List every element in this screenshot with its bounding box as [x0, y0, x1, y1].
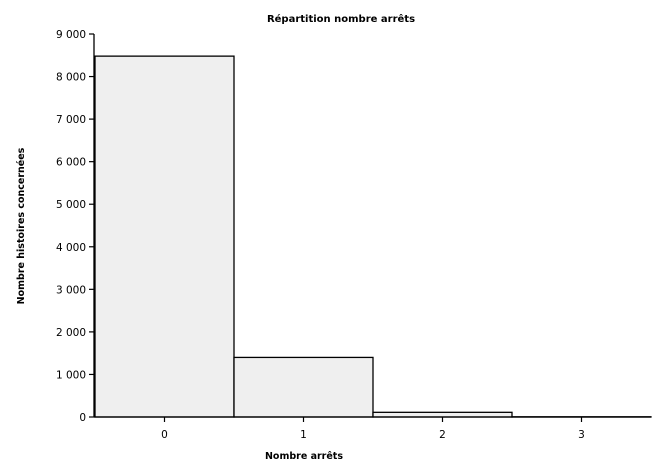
bar-0	[95, 56, 234, 417]
x-tick-label: 1	[300, 429, 307, 441]
x-axis-label: Nombre arrêts	[265, 451, 343, 461]
x-axis-ticks: 0 1 2 3	[161, 417, 585, 441]
y-tick-label: 5 000	[56, 199, 86, 211]
y-tick-label: 7 000	[56, 114, 86, 126]
y-tick-label: 9 000	[56, 29, 86, 41]
y-tick-label: 4 000	[56, 242, 86, 254]
bar-2	[373, 412, 512, 417]
x-tick-label: 3	[578, 429, 585, 441]
x-tick-label: 0	[161, 429, 168, 441]
y-axis-label: Nombre histoires concernées	[16, 147, 27, 304]
y-tick-label: 6 000	[56, 157, 86, 169]
y-tick-label: 1 000	[56, 369, 86, 381]
y-tick-label: 3 000	[56, 284, 86, 296]
y-axis-ticks: 0 1 000 2 000 3 000 4 000 5 000 6 000 7 000 8 00…	[56, 29, 94, 424]
y-tick-label: 0	[79, 412, 86, 424]
bar-1	[234, 357, 373, 417]
bars	[95, 56, 651, 417]
x-tick-label: 2	[439, 429, 446, 441]
y-tick-label: 2 000	[56, 327, 86, 339]
chart-title: Répartition nombre arrêts	[267, 13, 415, 25]
y-tick-label: 8 000	[56, 72, 86, 84]
